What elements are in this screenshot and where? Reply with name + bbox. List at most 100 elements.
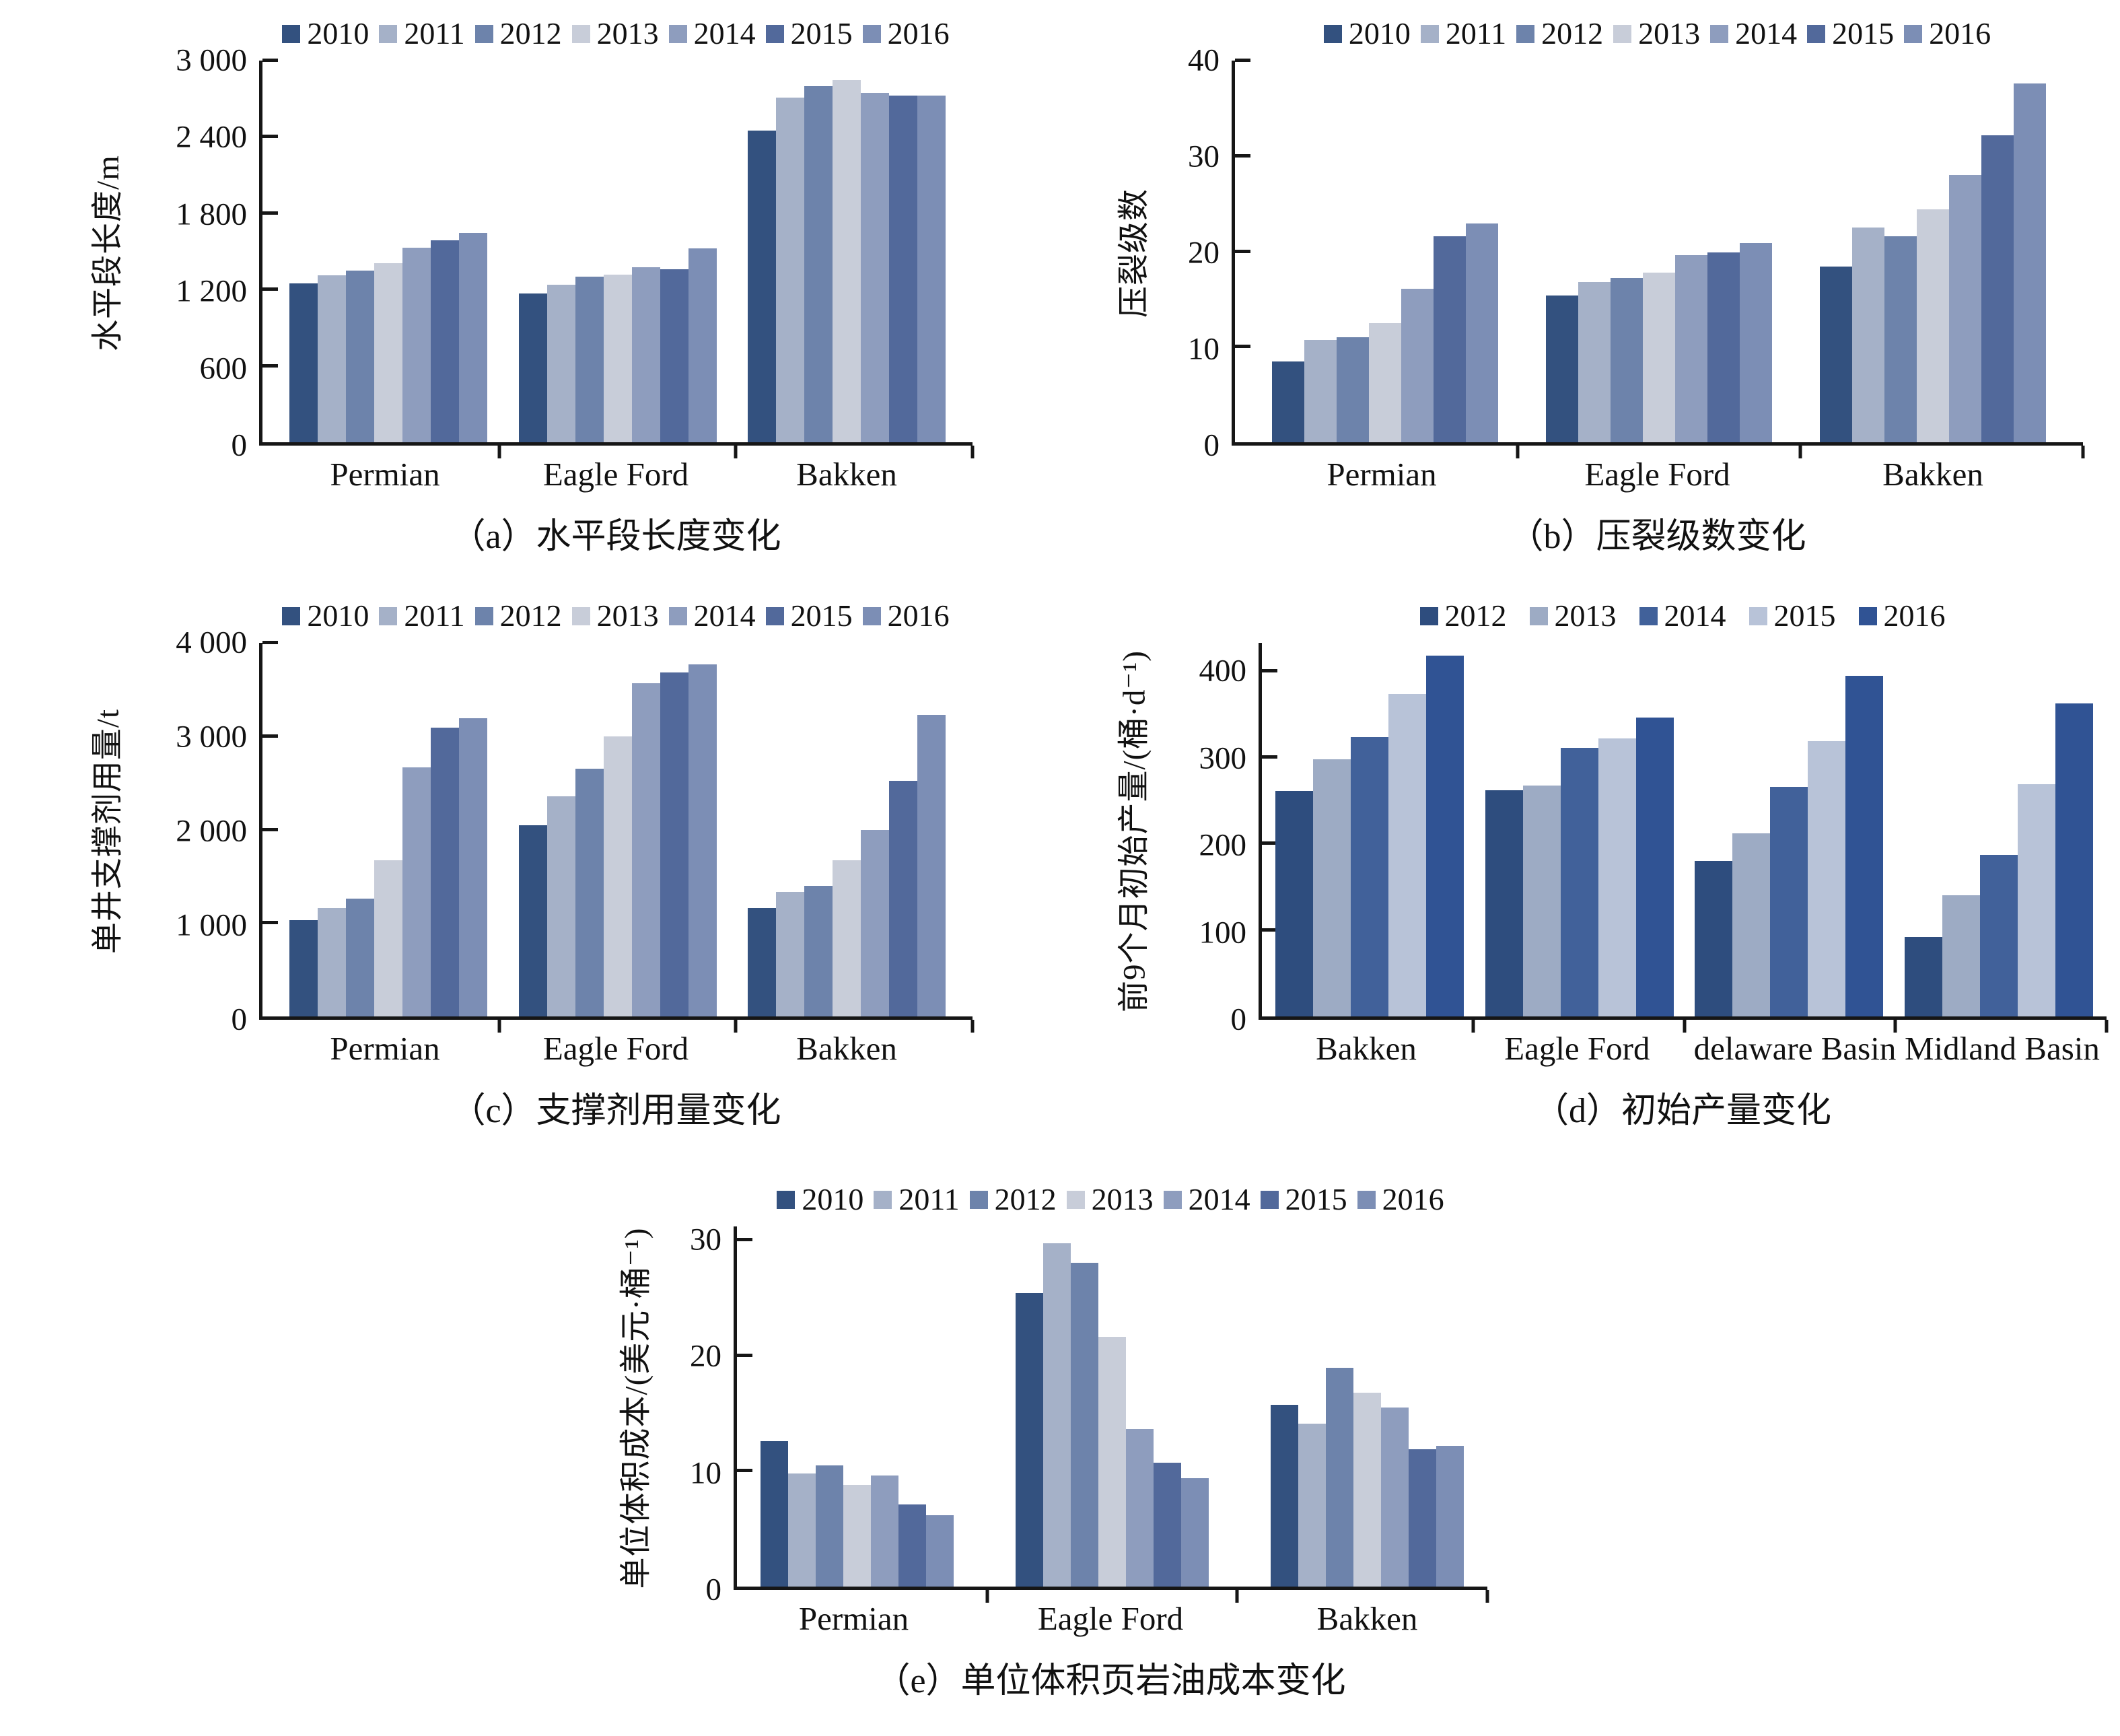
legend-swatch-2011 <box>874 1190 892 1209</box>
bar-2014-Eagle Ford <box>631 683 660 1016</box>
bar-2013-Bakken <box>1353 1392 1381 1587</box>
legend-swatch-2015 <box>765 606 784 625</box>
bar-group-Permian <box>289 61 487 442</box>
bar-2012-Midland Basin <box>1904 936 1942 1016</box>
bar-2013-Eagle Ford <box>1643 272 1675 442</box>
legend-swatch-2016 <box>1858 606 1877 625</box>
legend-swatch-2015 <box>1748 606 1767 625</box>
bar-2012-Bakken <box>804 85 833 442</box>
legend-label: 2013 <box>596 16 659 50</box>
y-tick-mark <box>737 1469 752 1473</box>
bar-2010-Bakken <box>748 130 776 442</box>
legend-label: 2013 <box>1554 598 1617 633</box>
chart-c-plot <box>259 641 975 1033</box>
bar-groups <box>262 61 973 442</box>
y-tick-label: 3 000 <box>176 42 247 78</box>
legend-swatch-2015 <box>765 24 784 43</box>
bar-group-Permian <box>1272 61 1498 442</box>
bar-2010-Bakken <box>1271 1405 1298 1587</box>
y-tick-mark <box>262 363 278 368</box>
legend-swatch-2016 <box>862 606 881 625</box>
legend-label: 2012 <box>994 1182 1057 1216</box>
chart-d-y-axis: 前9个月初始产量/(桶·d⁻¹) 0 100 200 300 400 <box>1104 643 1259 1035</box>
bar-2015-Midland Basin <box>2017 784 2055 1016</box>
legend-label: 2015 <box>790 16 853 50</box>
bar-2011-Eagle Ford <box>1043 1243 1071 1587</box>
bar-2011-Bakken <box>776 892 804 1016</box>
y-tick-mark <box>1235 153 1250 158</box>
chart-c-y-axis: 单井支撑剂用量/t 0 1 000 2 000 3 000 4 000 <box>77 627 259 1035</box>
y-tick-label: 10 <box>690 1455 721 1491</box>
y-tick-mark <box>1262 841 1277 845</box>
y-tick-label: 400 <box>1199 653 1247 689</box>
y-tick-label: 1 000 <box>176 907 247 943</box>
legend-item-2012: 2012 <box>474 600 562 631</box>
bar-2014-Eagle Ford <box>1675 255 1707 442</box>
x-tick-mark <box>497 1020 501 1033</box>
bar-group-delaware Basin <box>1695 643 1884 1016</box>
bar-2015-Bakken <box>1388 694 1426 1016</box>
legend-item-2011: 2011 <box>379 16 465 50</box>
bar-group-Midland Basin <box>1904 643 2093 1016</box>
legend-swatch-2010 <box>777 1190 796 1209</box>
x-category-label-Eagle Ford: Eagle Ford <box>542 1030 689 1067</box>
bar-2011-Eagle Ford <box>546 796 575 1016</box>
bar-2011-Permian <box>318 275 346 442</box>
bar-2014-delaware Basin <box>1770 786 1808 1016</box>
chart-b-caption: （b）压裂级数变化 <box>1508 518 1806 556</box>
bar-2014-Bakken <box>1381 1407 1409 1587</box>
bar-2013-Eagle Ford <box>1098 1337 1126 1587</box>
bar-2014-Eagle Ford <box>631 267 660 442</box>
legend-item-2012: 2012 <box>474 18 562 49</box>
legend-label: 2011 <box>404 598 465 633</box>
legend-label: 2015 <box>1285 1182 1347 1216</box>
bar-2010-Eagle Ford <box>1546 295 1578 442</box>
legend-label: 2011 <box>404 16 465 50</box>
bar-2010-Permian <box>1272 361 1304 442</box>
y-tick-label: 20 <box>690 1338 721 1374</box>
bar-2016-Eagle Ford <box>1181 1478 1209 1587</box>
bar-2016-Bakken <box>2014 83 2046 442</box>
bar-2014-Permian <box>871 1475 898 1587</box>
legend-item-2012: 2012 <box>1419 600 1507 631</box>
bar-2013-Bakken <box>1313 759 1351 1016</box>
chart-e-xlabels: Permian Eagle Ford Bakken <box>734 1590 1487 1642</box>
bar-2012-Permian <box>346 899 374 1016</box>
bar-2013-Eagle Ford <box>603 274 632 442</box>
y-tick-label: 300 <box>1199 740 1247 775</box>
bar-2016-Bakken <box>917 714 946 1016</box>
bar-2011-Permian <box>318 908 346 1016</box>
x-tick-mark <box>734 446 738 458</box>
x-tick-mark <box>985 1590 989 1603</box>
x-category-label-Permian: Permian <box>330 1030 440 1067</box>
x-tick-mark <box>970 1020 975 1033</box>
legend-item-2013: 2013 <box>571 600 659 631</box>
bar-2016-Permian <box>459 718 487 1016</box>
bar-2010-Permian <box>761 1440 788 1587</box>
bar-2015-Permian <box>431 728 459 1016</box>
legend-label: 2013 <box>1091 1182 1154 1216</box>
bar-2012-Eagle Ford <box>1485 790 1523 1016</box>
bar-2010-Bakken <box>1820 267 1852 442</box>
x-tick-mark <box>1235 1590 1239 1603</box>
bar-2012-Eagle Ford <box>1071 1263 1098 1587</box>
legend-label: 2015 <box>790 598 853 633</box>
bar-2014-Bakken <box>861 829 889 1016</box>
y-tick-label: 0 <box>705 1572 722 1607</box>
bar-2015-Bakken <box>889 95 917 442</box>
bar-2013-Midland Basin <box>1942 895 1980 1016</box>
bar-2014-Permian <box>402 767 431 1016</box>
chart-a-caption: （a）水平段长度变化 <box>450 518 781 556</box>
x-category-label-Bakken: Bakken <box>1316 1030 1417 1067</box>
legend-swatch-2016 <box>862 24 881 43</box>
legend-label: 2012 <box>1541 16 1604 50</box>
legend-label: 2010 <box>1348 16 1411 50</box>
bar-2011-Permian <box>788 1473 816 1587</box>
y-tick-mark <box>737 1237 752 1241</box>
bar-groups <box>1235 61 2083 442</box>
bar-group-Eagle Ford <box>1546 61 1772 442</box>
x-tick-mark <box>2081 446 2085 458</box>
legend-swatch-2011 <box>379 24 398 43</box>
bar-2016-Midland Basin <box>2055 703 2093 1016</box>
chart-c-legend: 2010 2011 2012 2013 2014 2015 2016 <box>259 589 973 643</box>
